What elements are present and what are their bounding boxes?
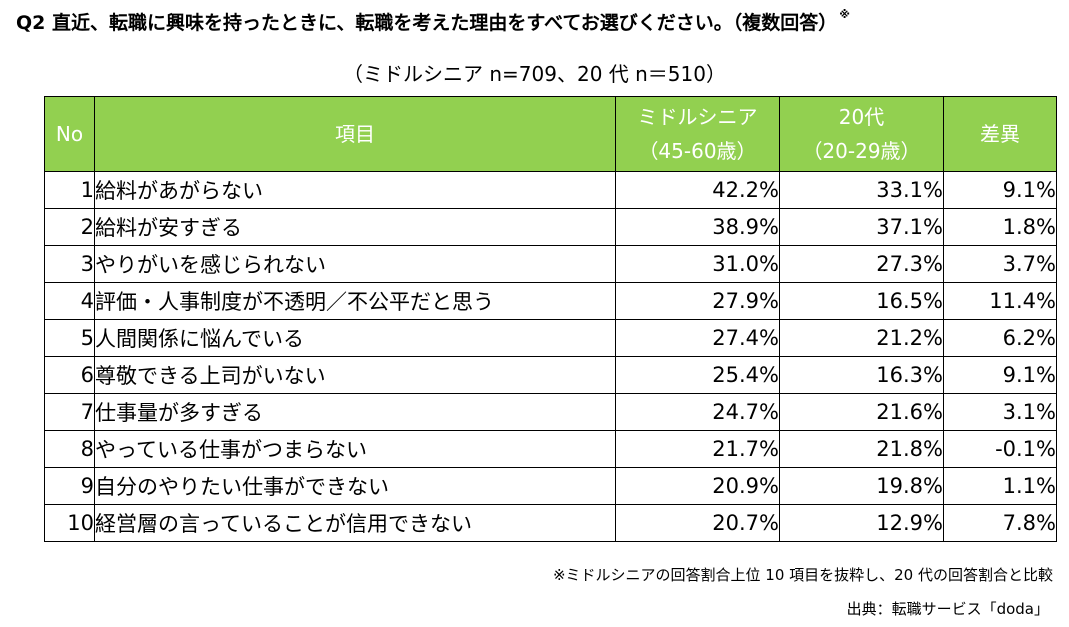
table-row: 8 やっている仕事がつまらない 21.7% 21.8% -0.1% [44, 430, 1057, 468]
row-twenties-value: 12.9% [779, 504, 944, 542]
footnote: ※ミドルシニアの回答割合上位 10 項目を抜粋し、20 代の回答割合と比較 [552, 566, 1053, 584]
page-title: Q2 直近、転職に興味を持ったときに、転職を考えた理由をすべてお選びください。（… [16, 8, 850, 35]
header-middle-senior-age: （45-60歳） [638, 139, 757, 163]
row-diff-value: 9.1% [943, 356, 1057, 394]
row-item: 給料があがらない [94, 171, 616, 209]
row-diff-value: 3.7% [943, 245, 1057, 283]
row-no: 4 [44, 282, 95, 320]
row-item: 尊敬できる上司がいない [94, 356, 616, 394]
table-row: 3 やりがいを感じられない 31.0% 27.3% 3.7% [44, 245, 1057, 283]
source-credit: 出典：転職サービス「doda」 [846, 600, 1049, 618]
header-twenties: 20代 （20-29歳） [779, 96, 944, 172]
row-item: やっている仕事がつまらない [94, 430, 616, 468]
title-text: Q2 直近、転職に興味を持ったときに、転職を考えた理由をすべてお選びください。（… [16, 12, 838, 34]
row-middle-senior-value: 27.9% [615, 282, 780, 320]
row-item: 自分のやりたい仕事ができない [94, 467, 616, 505]
table-row: 2 給料が安すぎる 38.9% 37.1% 1.8% [44, 208, 1057, 246]
row-no: 1 [44, 171, 95, 209]
title-footnote-mark: ※ [839, 7, 850, 21]
row-item: 仕事量が多すぎる [94, 393, 616, 431]
table-row: 1 給料があがらない 42.2% 33.1% 9.1% [44, 171, 1057, 209]
table-row: 9 自分のやりたい仕事ができない 20.9% 19.8% 1.1% [44, 467, 1057, 505]
row-middle-senior-value: 31.0% [615, 245, 780, 283]
header-item: 項目 [94, 96, 616, 172]
sample-size-subtitle: （ミドルシニア n=709、20 代 n＝510） [343, 62, 726, 86]
row-diff-value: 3.1% [943, 393, 1057, 431]
row-twenties-value: 16.5% [779, 282, 944, 320]
table-row: 4 評価・人事制度が不透明／不公平だと思う 27.9% 16.5% 11.4% [44, 282, 1057, 320]
table-header-row: No 項目 ミドルシニア （45-60歳） 20代 （20-29歳） 差異 [44, 96, 1057, 172]
row-no: 7 [44, 393, 95, 431]
row-no: 8 [44, 430, 95, 468]
header-no: No [44, 96, 95, 172]
row-twenties-value: 21.2% [779, 319, 944, 357]
row-middle-senior-value: 42.2% [615, 171, 780, 209]
header-diff: 差異 [943, 96, 1057, 172]
header-twenties-label: 20代 [838, 105, 885, 129]
table-row: 5 人間関係に悩んでいる 27.4% 21.2% 6.2% [44, 319, 1057, 357]
row-twenties-value: 21.8% [779, 430, 944, 468]
row-diff-value: 9.1% [943, 171, 1057, 209]
row-diff-value: 1.1% [943, 467, 1057, 505]
table-row: 7 仕事量が多すぎる 24.7% 21.6% 3.1% [44, 393, 1057, 431]
row-item: 人間関係に悩んでいる [94, 319, 616, 357]
row-no: 3 [44, 245, 95, 283]
row-no: 6 [44, 356, 95, 394]
row-twenties-value: 37.1% [779, 208, 944, 246]
header-item-label: 項目 [335, 122, 375, 146]
row-twenties-value: 16.3% [779, 356, 944, 394]
row-diff-value: 7.8% [943, 504, 1057, 542]
row-twenties-value: 19.8% [779, 467, 944, 505]
row-middle-senior-value: 24.7% [615, 393, 780, 431]
row-middle-senior-value: 20.9% [615, 467, 780, 505]
row-no: 9 [44, 467, 95, 505]
table-row: 10 経営層の言っていることが信用できない 20.7% 12.9% 7.8% [44, 504, 1057, 542]
row-item: やりがいを感じられない [94, 245, 616, 283]
row-diff-value: -0.1% [943, 430, 1057, 468]
header-middle-senior: ミドルシニア （45-60歳） [615, 96, 780, 172]
row-diff-value: 1.8% [943, 208, 1057, 246]
row-twenties-value: 21.6% [779, 393, 944, 431]
header-diff-label: 差異 [980, 122, 1020, 146]
row-item: 経営層の言っていることが信用できない [94, 504, 616, 542]
row-middle-senior-value: 21.7% [615, 430, 780, 468]
row-twenties-value: 33.1% [779, 171, 944, 209]
header-middle-senior-label: ミドルシニア [637, 105, 758, 129]
row-middle-senior-value: 27.4% [615, 319, 780, 357]
row-item: 評価・人事制度が不透明／不公平だと思う [94, 282, 616, 320]
row-middle-senior-value: 38.9% [615, 208, 780, 246]
row-diff-value: 6.2% [943, 319, 1057, 357]
row-middle-senior-value: 20.7% [615, 504, 780, 542]
row-middle-senior-value: 25.4% [615, 356, 780, 394]
table-row: 6 尊敬できる上司がいない 25.4% 16.3% 9.1% [44, 356, 1057, 394]
header-twenties-age: （20-29歳） [802, 139, 921, 163]
row-no: 5 [44, 319, 95, 357]
row-diff-value: 11.4% [943, 282, 1057, 320]
row-no: 10 [44, 504, 95, 542]
row-item: 給料が安すぎる [94, 208, 616, 246]
row-twenties-value: 27.3% [779, 245, 944, 283]
row-no: 2 [44, 208, 95, 246]
header-no-label: No [55, 122, 84, 146]
